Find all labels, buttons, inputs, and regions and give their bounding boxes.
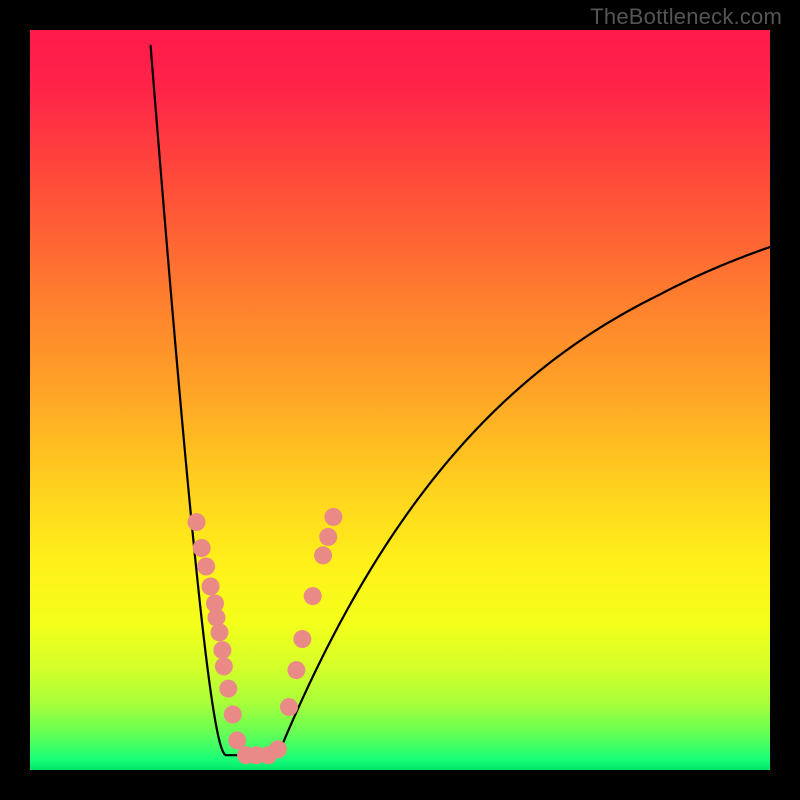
data-marker: [280, 698, 298, 716]
data-marker: [215, 657, 233, 675]
data-marker: [304, 587, 322, 605]
data-marker: [287, 661, 305, 679]
data-marker: [210, 623, 228, 641]
data-marker: [213, 641, 231, 659]
watermark-text: TheBottleneck.com: [590, 4, 782, 30]
data-marker: [224, 706, 242, 724]
plot-background: [30, 30, 770, 770]
data-marker: [202, 577, 220, 595]
data-marker: [324, 508, 342, 526]
data-marker: [219, 680, 237, 698]
data-marker: [319, 528, 337, 546]
data-marker: [193, 539, 211, 557]
bottleneck-chart: [0, 0, 800, 800]
data-marker: [188, 513, 206, 531]
data-marker: [197, 558, 215, 576]
data-marker: [207, 609, 225, 627]
data-marker: [314, 546, 332, 564]
data-marker: [269, 740, 287, 758]
data-marker: [293, 630, 311, 648]
chart-stage: TheBottleneck.com: [0, 0, 800, 800]
